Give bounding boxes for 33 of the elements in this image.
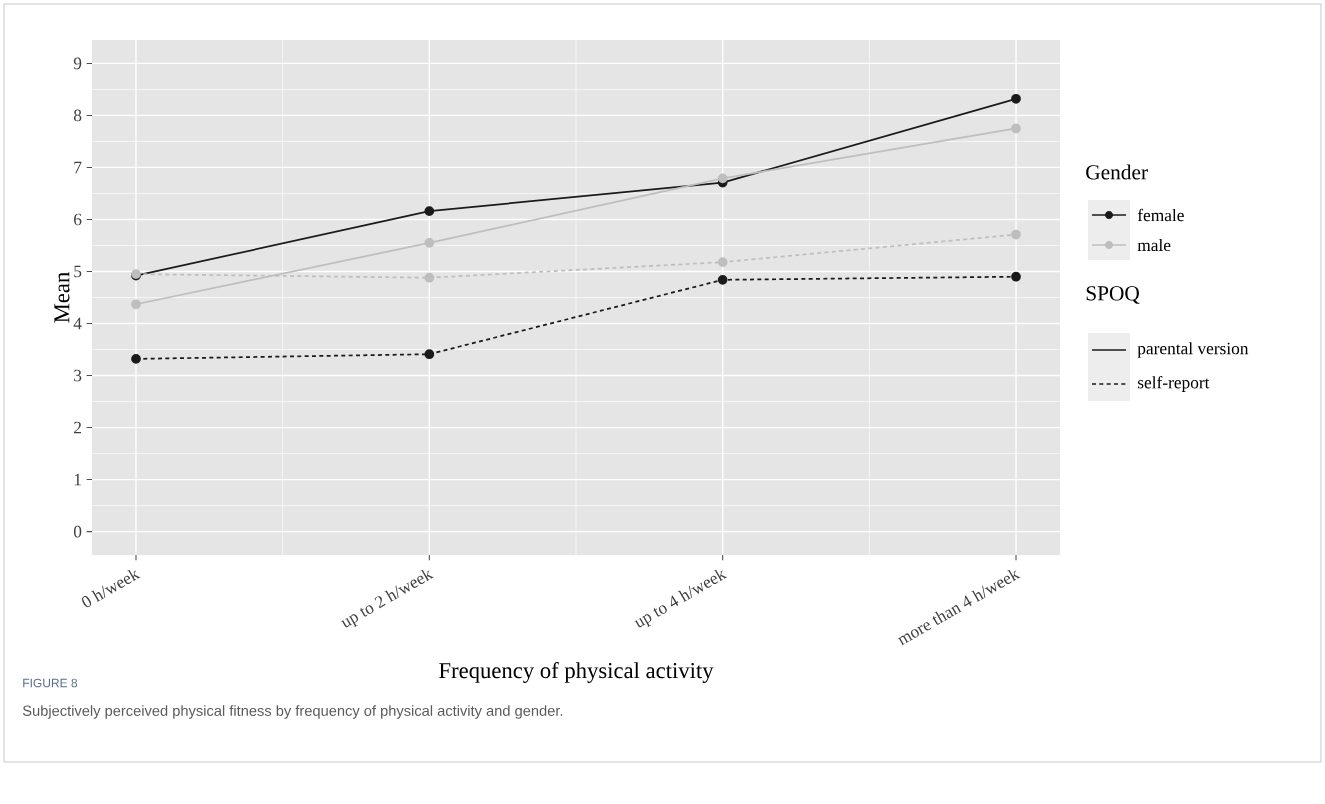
text: parental version [1137,342,1249,358]
point [1011,229,1021,240]
point [131,354,141,364]
y-tick-label: 8 [73,109,82,122]
point [424,238,435,248]
point [1011,93,1021,104]
y-axis-title: Mean [54,272,70,323]
point [131,299,141,310]
point [424,349,435,360]
y-tick-label: 3 [74,369,82,382]
text: SPOQ [1086,286,1140,304]
text: Subjectively perceived physical fitness by frequency of physical activity and gender. [22,705,563,719]
x-axis-title: Frequency of physical activity [439,662,714,683]
y-tick-label: 4 [73,317,82,330]
y-tick-label: 0 [73,525,82,538]
y-tick-label: 6 [74,213,82,226]
caption: FIGURE 8 [23,678,78,688]
y-tick-label: 1 [74,473,81,486]
point [424,272,435,283]
y-tick-label: 7 [74,161,82,174]
y-tick-label: 5 [74,265,82,278]
point [1011,271,1021,282]
legend-label: male [1137,238,1171,252]
point [424,206,435,217]
point [717,257,728,267]
point [1011,123,1021,134]
legend-title: Gender [1086,164,1148,180]
text: self-report [1137,376,1210,392]
y-tick-label: 9 [73,57,82,70]
y-tick-label: 2 [74,421,82,434]
legend-label: female [1137,208,1184,222]
point [717,173,728,184]
point [717,274,728,285]
